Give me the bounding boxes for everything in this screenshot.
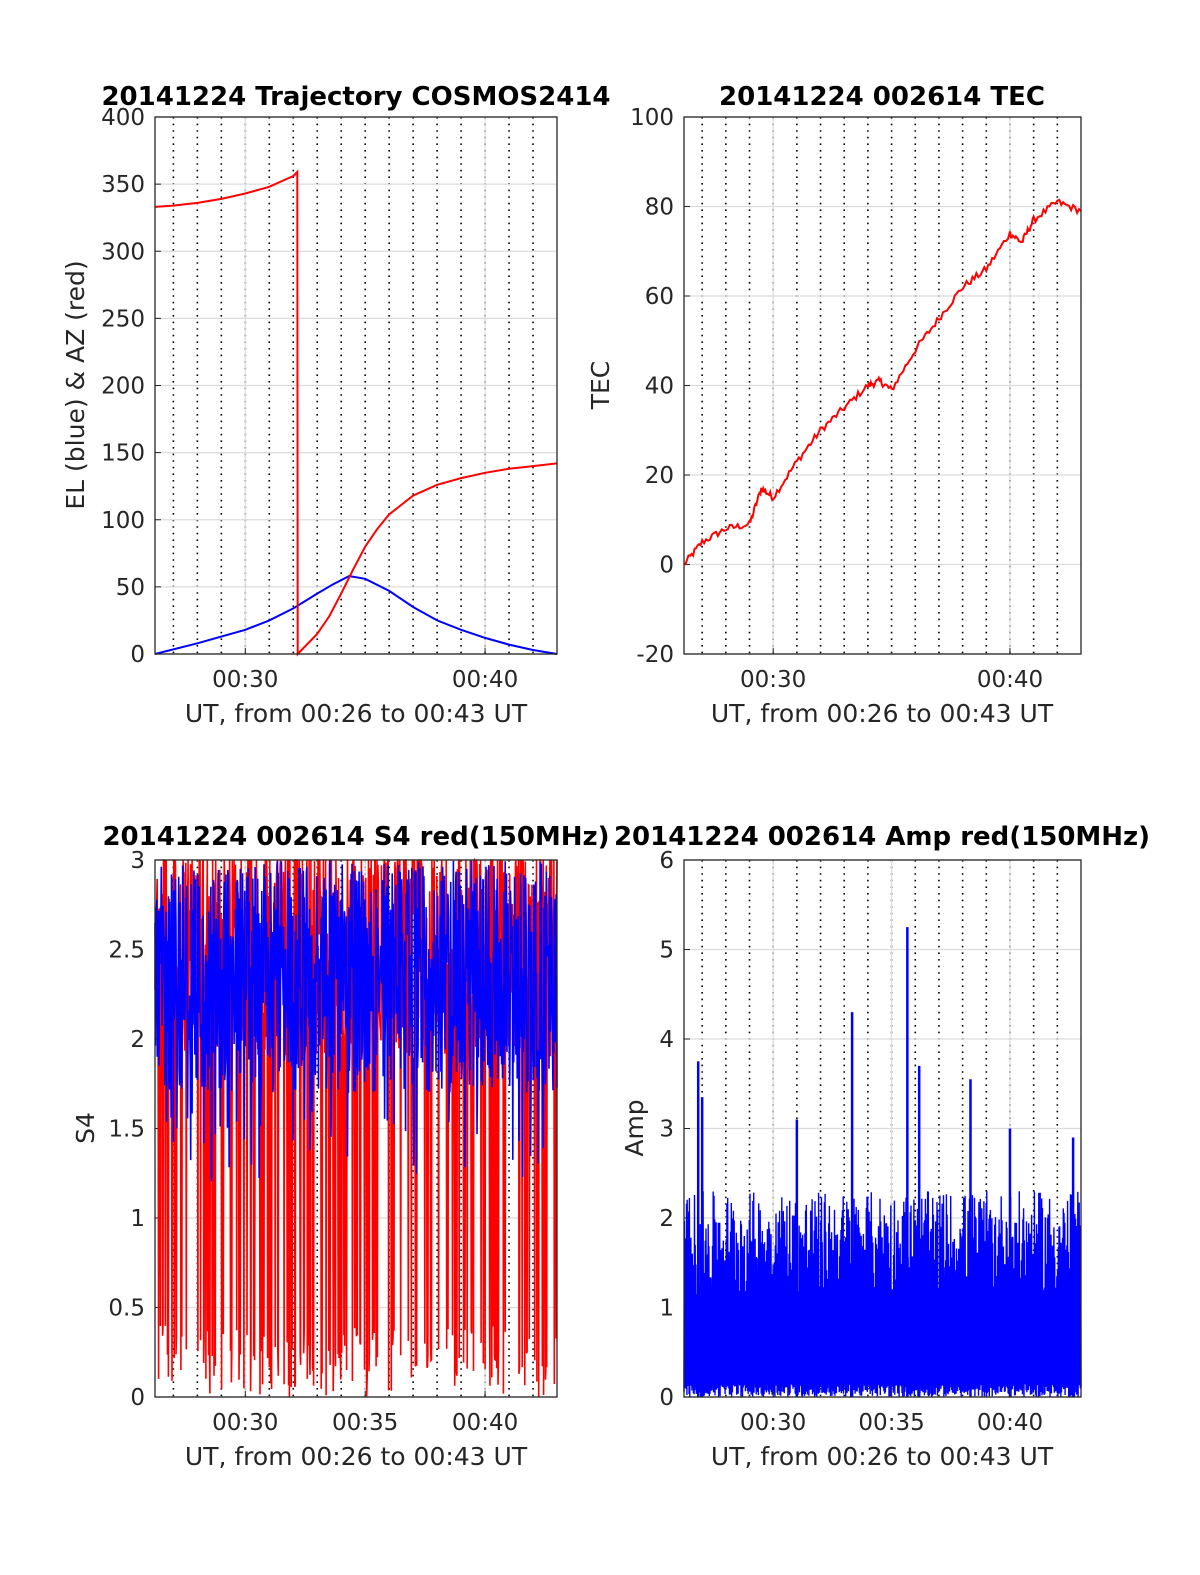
amp-y-label: Amp — [620, 1099, 649, 1156]
trajectory-x-label: UT, from 00:26 to 00:43 UT — [185, 699, 528, 728]
y-tick-label: 0 — [130, 642, 145, 668]
y-tick-label: 4 — [659, 1027, 674, 1053]
y-tick-label: 3 — [659, 1117, 674, 1143]
y-tick-label: 20 — [645, 463, 674, 489]
trajectory-title: 20141224 Trajectory COSMOS2414 — [101, 82, 610, 112]
y-tick-label: 200 — [101, 374, 145, 400]
y-tick-label: 350 — [101, 172, 145, 198]
y-tick-label: 400 — [101, 105, 145, 131]
x-tick-label: 00:35 — [858, 1410, 924, 1436]
y-tick-label: 80 — [645, 195, 674, 221]
tec-x-label: UT, from 00:26 to 00:43 UT — [711, 699, 1054, 728]
axes-frame — [154, 116, 558, 655]
y-tick-label: 2.5 — [108, 938, 145, 964]
y-tick-label: 40 — [645, 374, 674, 400]
y-tick-label: 0 — [659, 553, 674, 579]
y-tick-label: 2 — [659, 1206, 674, 1232]
y-tick-label: 1.5 — [108, 1117, 145, 1143]
x-tick-label: 00:30 — [740, 667, 806, 693]
y-tick-label: 1 — [659, 1296, 674, 1322]
y-tick-label: 5 — [659, 938, 674, 964]
tec-title: 20141224 002614 TEC — [719, 82, 1045, 112]
y-tick-label: 50 — [116, 575, 145, 601]
series-line — [154, 575, 558, 655]
amp-panel: 20141224 002614 Amp red(150MHz) UT, from… — [614, 822, 1150, 1471]
y-tick-label: -20 — [636, 642, 674, 668]
y-tick-label: 0.5 — [108, 1296, 145, 1322]
series-line — [154, 169, 558, 657]
tec-panel: 20141224 002614 TEC UT, from 00:26 to 00… — [586, 82, 1082, 728]
y-tick-label: 3 — [130, 848, 145, 874]
axes-frame — [683, 116, 1082, 655]
s4-y-label: S4 — [71, 1112, 100, 1144]
series-line — [683, 198, 1082, 566]
y-tick-label: 100 — [630, 105, 674, 131]
s4-title: 20141224 002614 S4 red(150MHz) — [102, 822, 609, 852]
x-tick-label: 00:40 — [977, 1410, 1043, 1436]
y-tick-label: 300 — [101, 239, 145, 265]
y-tick-label: 0 — [659, 1385, 674, 1411]
series-line-blue — [154, 860, 558, 1182]
x-tick-label: 00:40 — [452, 1410, 518, 1436]
y-tick-label: 100 — [101, 508, 145, 534]
tec-y-label: TEC — [586, 361, 615, 411]
y-tick-label: 1 — [130, 1206, 145, 1232]
x-tick-label: 00:35 — [332, 1410, 398, 1436]
s4-panel: 20141224 002614 S4 red(150MHz) UT, from … — [71, 822, 610, 1471]
axes-frame — [683, 859, 1082, 1398]
axes-frame — [154, 859, 558, 1398]
y-tick-label: 6 — [659, 848, 674, 874]
y-tick-label: 0 — [130, 1385, 145, 1411]
y-tick-label: 2 — [130, 1027, 145, 1053]
trajectory-panel: 20141224 Trajectory COSMOS2414 UT, from … — [61, 82, 611, 728]
x-tick-label: 00:30 — [740, 1410, 806, 1436]
trajectory-y-label: EL (blue) & AZ (red) — [61, 260, 90, 509]
x-tick-label: 00:30 — [212, 667, 278, 693]
y-tick-label: 250 — [101, 306, 145, 332]
x-tick-label: 00:40 — [977, 667, 1043, 693]
amp-x-label: UT, from 00:26 to 00:43 UT — [711, 1442, 1054, 1471]
amp-title: 20141224 002614 Amp red(150MHz) — [614, 822, 1150, 852]
y-tick-label: 150 — [101, 441, 145, 467]
s4-x-label: UT, from 00:26 to 00:43 UT — [185, 1442, 528, 1471]
x-tick-label: 00:30 — [212, 1410, 278, 1436]
x-tick-label: 00:40 — [452, 667, 518, 693]
y-tick-label: 60 — [645, 284, 674, 310]
series-line — [683, 1191, 1082, 1398]
